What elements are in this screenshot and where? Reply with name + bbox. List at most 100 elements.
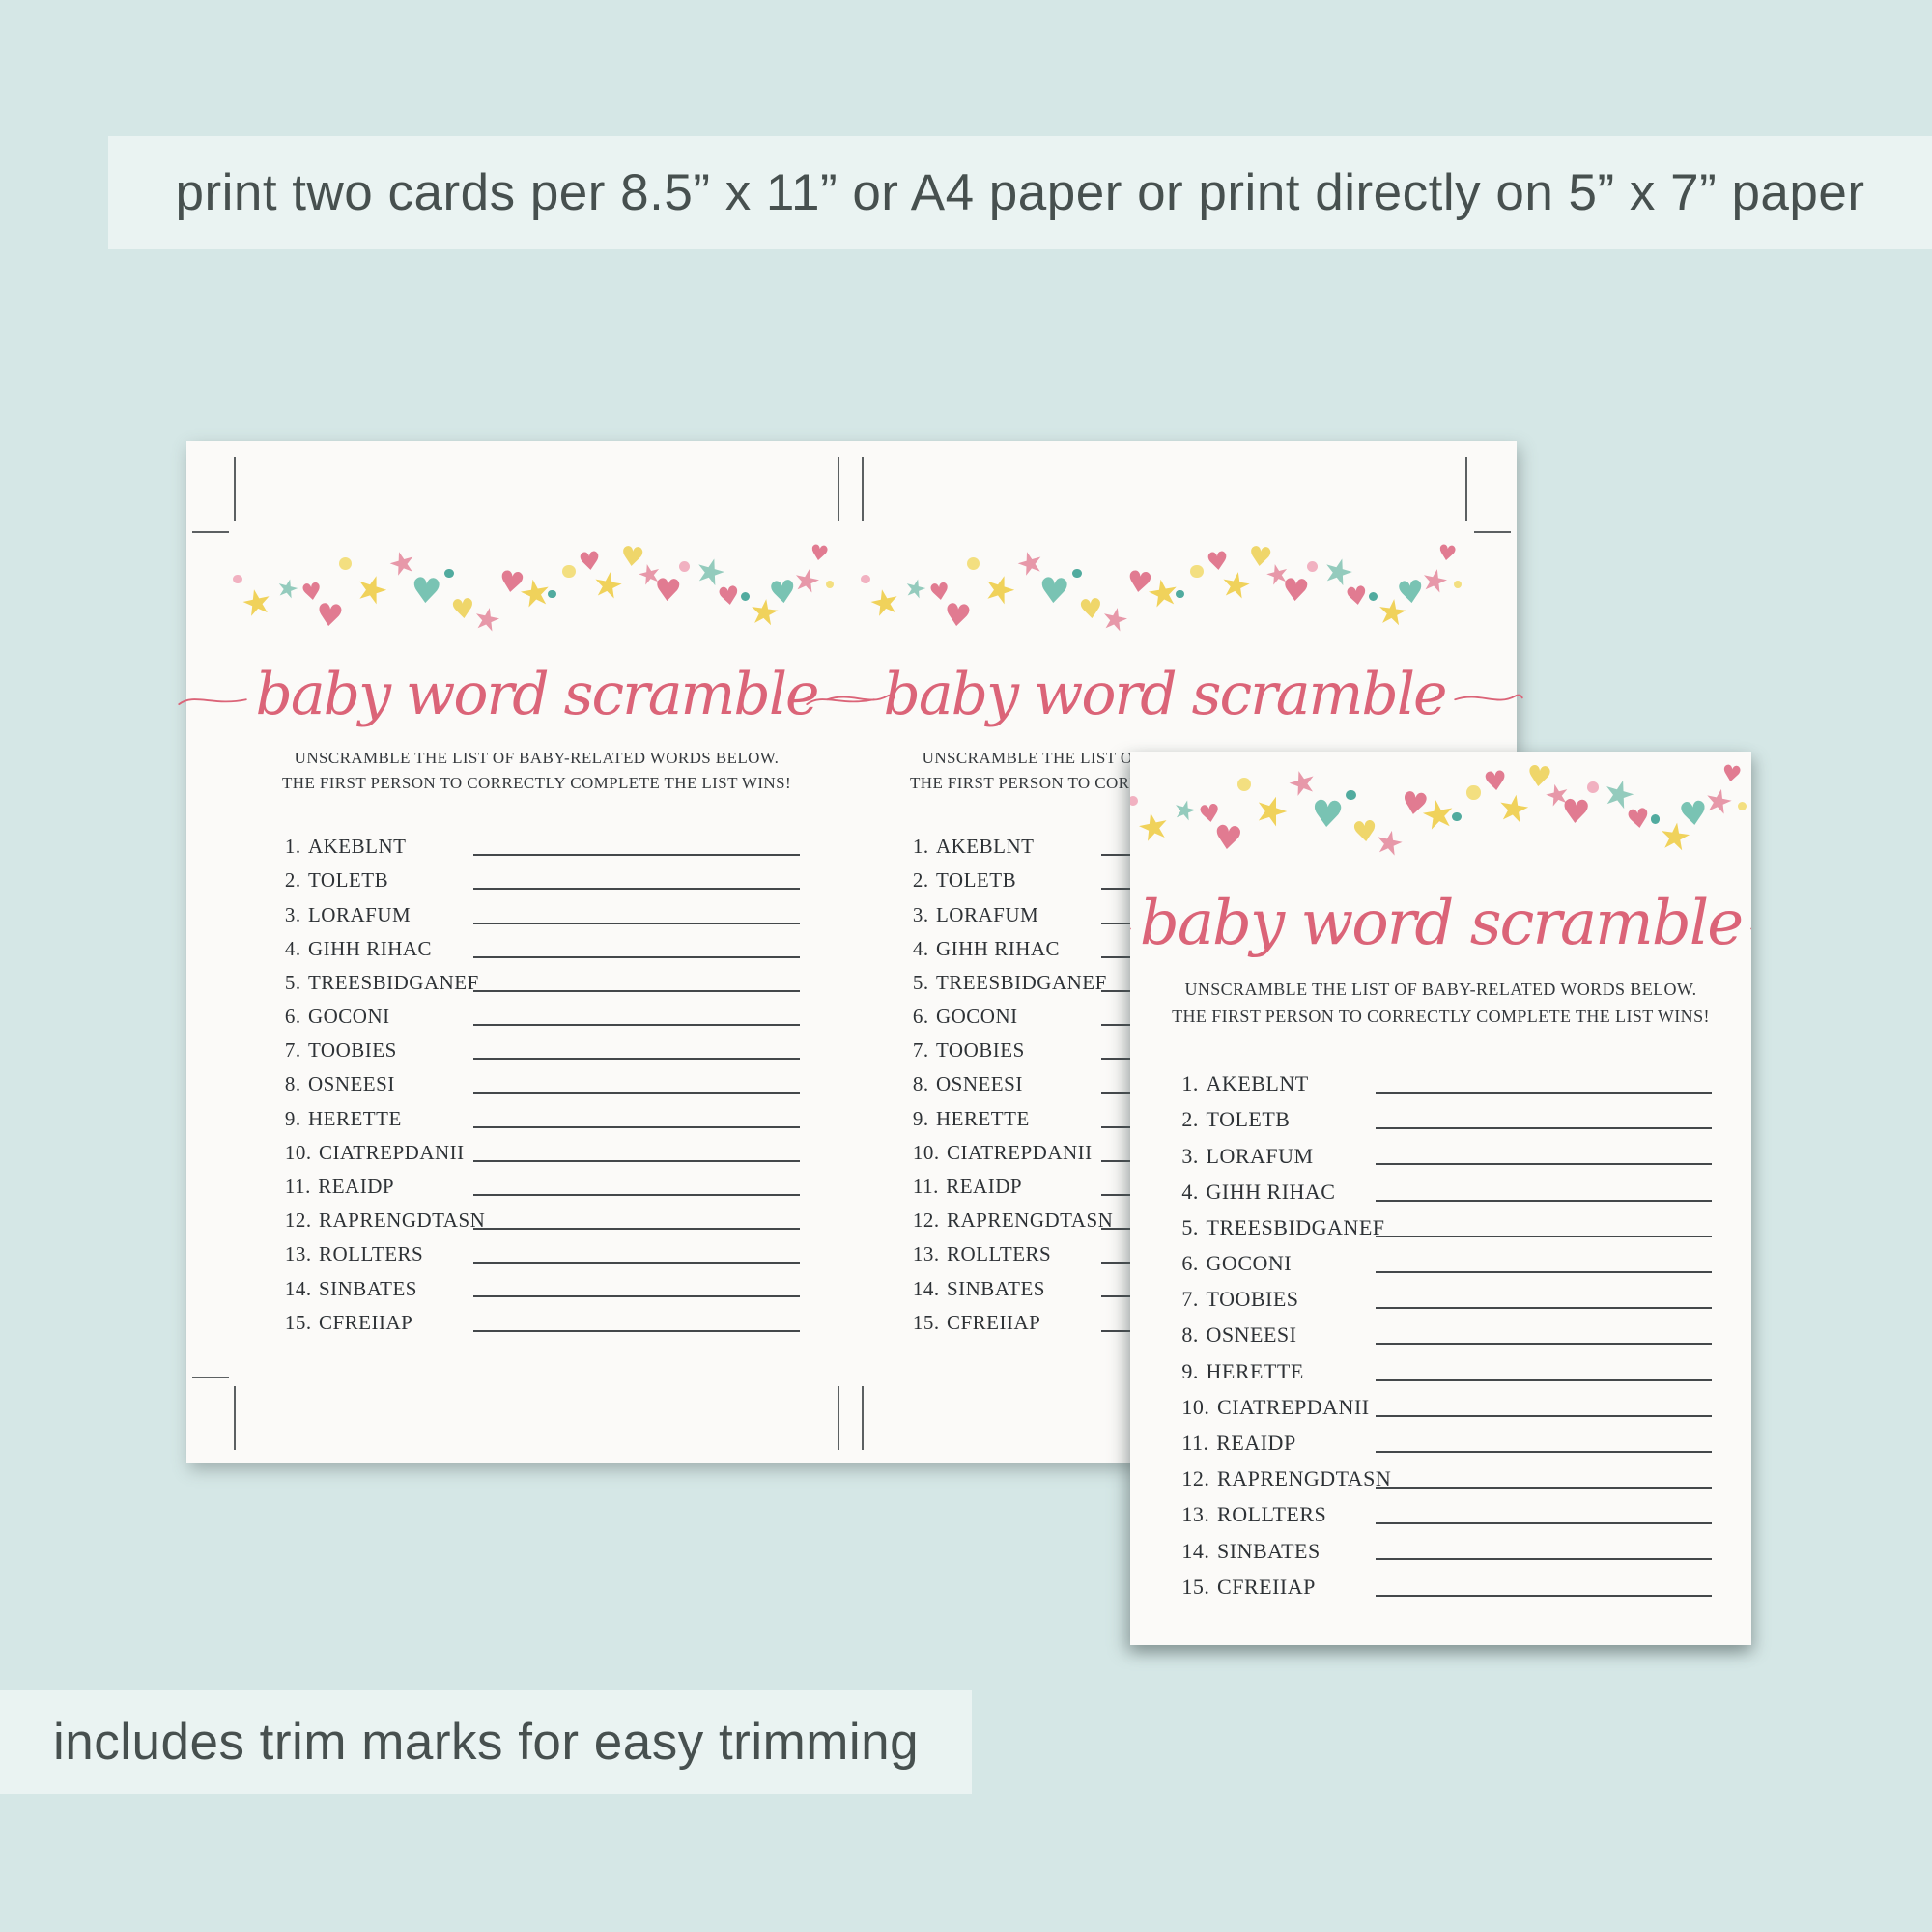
scrambled-word: GIHH RIHAC (307, 936, 433, 960)
trim-mark (234, 457, 236, 521)
subtitle-line-1: UNSCRAMBLE THE LIST OF BABY-RELATED WORD… (294, 748, 780, 767)
top-banner: print two cards per 8.5” x 11” or A4 pap… (108, 136, 1932, 249)
list-item-label: 6. GOCONI (1181, 1251, 1292, 1276)
title-flourish-left-icon (178, 698, 248, 706)
dot-icon (825, 580, 835, 589)
star-icon: ★ (1493, 783, 1534, 833)
list-item-label: 5. TREESBIDGANEF (285, 971, 479, 995)
list-item-number: 3. (284, 902, 301, 926)
scrambled-word: RAPRENGDTASN (318, 1208, 486, 1233)
scrambled-word: TOOBIES (1206, 1287, 1299, 1312)
scrambled-word: TOOBIES (935, 1038, 1025, 1063)
answer-blank-line (472, 955, 800, 958)
dot-icon (678, 560, 690, 572)
scrambled-word: ROLLTERS (946, 1242, 1052, 1266)
list-item-number: 8. (1181, 1322, 1199, 1348)
subtitle-line-1: UNSCRAMBLE THE LIST OF BABY-RELATED WORD… (1184, 980, 1697, 1000)
list-item-number: 6. (912, 1005, 929, 1029)
answer-blank-line (472, 1125, 800, 1128)
answer-blank-line (1375, 1487, 1712, 1490)
list-item-number: 11. (912, 1175, 939, 1198)
dot-icon (1738, 802, 1747, 811)
list-item-number: 13. (1181, 1502, 1210, 1527)
answer-blank-line (472, 1193, 800, 1196)
scrambled-word: RAPRENGDTASN (1217, 1466, 1392, 1492)
list-item-number: 5. (284, 970, 301, 994)
list-item-number: 2. (1181, 1107, 1199, 1132)
list-item-number: 7. (284, 1038, 301, 1063)
list-item-number: 10. (284, 1140, 312, 1164)
list-item-number: 5. (912, 970, 929, 994)
list-item-label: 10. CIATREPDANII (285, 1141, 465, 1165)
scrambled-word: ROLLTERS (318, 1242, 424, 1266)
answer-blank-line (472, 1024, 800, 1027)
answer-blank-line (472, 1159, 800, 1162)
scrambled-word: OSNEESI (307, 1072, 395, 1096)
bottom-banner-text: includes trim marks for easy trimming (53, 1714, 920, 1771)
list-item-label: 3. LORAFUM (1181, 1144, 1313, 1169)
list-item-label: 7. TOOBIES (1181, 1287, 1298, 1312)
heart-icon: ♥ (1435, 540, 1459, 567)
star-icon: ★ (1417, 558, 1453, 602)
title-flourish-right-icon (825, 695, 895, 701)
scrambled-word: TOOBIES (307, 1038, 397, 1063)
dot-icon (233, 574, 243, 584)
answer-blank-line (1375, 1378, 1712, 1381)
list-item-number: 11. (1181, 1431, 1209, 1455)
star-icon: ★ (1169, 792, 1201, 829)
list-item-number: 2. (912, 868, 929, 893)
scrambled-word: AKEBLNT (935, 835, 1035, 859)
scrambled-word: ROLLTERS (1217, 1502, 1327, 1527)
answer-blank-line (472, 989, 800, 992)
trim-mark (1474, 531, 1511, 533)
card-print-right: ★ ★ ♥ ♥ ★ ★ ♥ ♥ ★ ♥ ★ ♥ ★ ♥ ★ ♥ ★ ♥ ★ ♥ ★ ♥ baby word scramble… (806, 532, 1523, 1378)
list-item-label: 11. REAIDP (913, 1175, 1022, 1199)
list-item-number: 15. (1181, 1574, 1210, 1599)
list-item-label: 15. CFREIIAP (1181, 1575, 1315, 1600)
scrambled-word: TREESBIDGANEF (935, 970, 1107, 994)
list-item-label: 4. GIHH RIHAC (285, 937, 432, 961)
list-item-number: 6. (284, 1005, 301, 1029)
star-icon: ★ (1700, 780, 1738, 824)
answer-blank-line (1375, 1558, 1712, 1561)
answer-blank-line (472, 854, 800, 857)
list-item-label: 9. HERETTE (1181, 1359, 1303, 1384)
list-item-number: 14. (1181, 1538, 1210, 1563)
star-icon: ★ (272, 572, 302, 606)
subtitle-line-2: THE FIRST PERSON TO CORRECTLY COMPLETE T… (1172, 1006, 1710, 1026)
scrambled-word: TOLETB (935, 868, 1017, 893)
list-item-number: 4. (284, 936, 301, 960)
scrambled-word: RAPRENGDTASN (946, 1208, 1114, 1233)
answer-blank-line (1375, 1235, 1712, 1237)
dot-icon (1190, 564, 1204, 579)
list-item-number: 11. (284, 1175, 311, 1198)
list-item-label: 1. AKEBLNT (1181, 1071, 1308, 1096)
list-item-label: 14. SINBATES (285, 1277, 417, 1301)
card-title-row: baby word scramble (178, 630, 895, 761)
trim-mark (1465, 457, 1467, 521)
subtitle-line-2: THE FIRST PERSON TO CORRECTLY COMPLETE T… (281, 773, 792, 792)
scrambled-word: OSNEESI (1206, 1322, 1297, 1348)
trim-mark (192, 1377, 229, 1378)
dot-icon (1306, 560, 1318, 572)
heart-icon: ♥ (1280, 570, 1311, 610)
trim-mark (234, 1386, 236, 1450)
scrambled-word: HERETTE (1206, 1358, 1304, 1383)
list-item-number: 7. (1181, 1287, 1199, 1312)
scrambled-word: AKEBLNT (307, 835, 407, 859)
list-item-label: 12. RAPRENGDTASN (1181, 1466, 1391, 1492)
answer-blank-line (1375, 1163, 1712, 1166)
heart-icon: ♥ (652, 570, 683, 610)
scrambled-word: REAIDP (946, 1175, 1023, 1198)
list-item-number: 1. (284, 835, 301, 859)
card-subtitle: UNSCRAMBLE THE LIST OF BABY-RELATED WORD… (235, 746, 838, 797)
list-item-label: 15. CFREIIAP (285, 1311, 412, 1335)
dot-icon (1466, 785, 1481, 800)
list-item-label: 12. RAPRENGDTASN (913, 1208, 1113, 1233)
list-item-number: 13. (912, 1242, 940, 1266)
title-flourish-right-icon (1453, 695, 1523, 701)
heart-icon: ♥ (715, 581, 742, 612)
list-item-label: 12. RAPRENGDTASN (285, 1208, 485, 1233)
heart-icon: ♥ (1719, 759, 1744, 789)
card-title-row: baby word scramble (1130, 854, 1751, 992)
